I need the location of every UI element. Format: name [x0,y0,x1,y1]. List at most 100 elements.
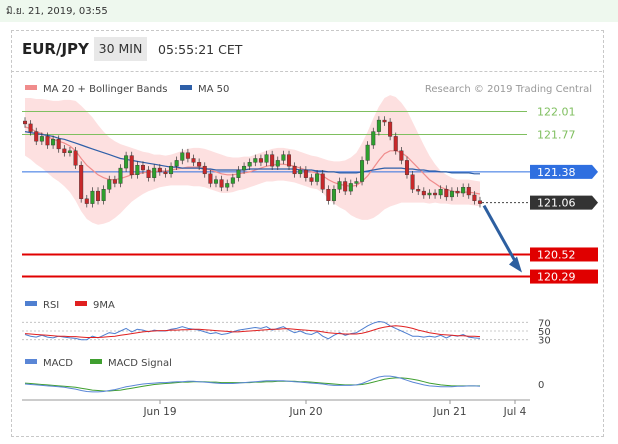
candle-body [219,179,224,188]
candle-body [185,152,190,159]
candle-body [230,177,235,184]
legend-macd-signal-swatch [90,359,102,364]
rsi-tick-label: 50 [538,327,551,338]
macd-layer: 0 [24,375,544,393]
candle-body [28,123,33,132]
candle-body [315,173,320,182]
candle-body [202,165,207,175]
candle-body [84,198,89,204]
candle-body [253,158,258,163]
date-text: มิ.ย. 21, 2019, 03:55 [6,6,108,17]
candle-body [292,165,297,175]
candle-body [275,160,280,167]
x-axis-labels: Jun 19 Jun 20 Jun 21 Jul 4 [142,400,527,418]
legend-macd-swatch [25,359,37,364]
timeframe-label: 30 MIN [98,41,143,56]
price-layer: 122.01 121.77 121.38 121.06 120.52 120.29 [22,95,598,284]
candle-body [416,188,421,192]
macd-line [24,375,481,393]
candle-body [62,148,67,153]
chart-panel [11,30,604,437]
chart-time: 05:55:21 CET [158,42,243,57]
rsi-tick-label: 70 [538,318,551,329]
candle-body [152,167,157,178]
candle-body [264,154,269,163]
candle-body [354,181,359,184]
legend-9ma-swatch [75,301,87,306]
level-label-0: 122.01 [537,105,576,118]
candle-body [51,139,56,146]
candle-body [331,188,336,201]
candle-body [320,173,325,190]
candle-body [140,164,145,171]
level-label-5: 120.29 [537,271,576,284]
candle-body [208,173,213,184]
timeframe-button[interactable]: 30 MIN [94,37,147,61]
legend-rsi-label: RSI [43,300,59,311]
top-date-bar: มิ.ย. 21, 2019, 03:55 [0,0,618,22]
candle-body [433,192,438,196]
ma50-line [24,131,480,175]
candle-body [410,174,415,190]
candle-body [180,152,185,161]
candle-body [157,167,162,173]
candle-body [461,187,466,194]
candle-body [421,190,426,196]
candle-body [455,190,460,194]
candle-body [236,169,241,178]
candle-body [337,181,342,190]
candle-body [169,165,174,175]
candle-body [197,162,202,167]
candle-body [191,158,196,163]
x-tick-label: Jun 20 [288,406,322,418]
candle-body [225,183,230,188]
legend-ma20-label: MA 20 + Bollinger Bands [43,84,167,95]
legend-ma50-swatch [180,85,192,90]
candle-body [298,169,303,175]
candle-body [270,154,275,167]
candle-body [438,188,443,196]
research-credit: Research © 2019 Trading Central [425,84,592,95]
candle-body [39,136,44,142]
x-tick-label: Jun 19 [142,406,176,418]
legend-macd-signal-label: MACD Signal [108,358,172,369]
candle-body [101,188,106,201]
candle-body [45,136,50,146]
candle-body [388,121,393,137]
candle-body [444,188,449,198]
candle-body [348,183,353,192]
candle-body [96,190,101,201]
candle-body [309,177,314,182]
candle-body [343,181,348,192]
rsi-tick-label: 30 [538,336,551,347]
x-tick-label: Jul 4 [503,406,527,418]
level-label-box-3 [530,195,598,210]
candle-body [67,150,72,153]
bollinger-band [25,95,480,225]
candle-body [23,120,28,125]
candle-body [287,154,292,167]
candle-body [478,200,483,204]
candle-body [427,192,432,196]
ma20-line [24,126,481,195]
candle-body [466,187,471,196]
legend-ma20-swatch [25,85,37,90]
level-label-3: 121.06 [537,197,576,210]
level-label-box-2 [530,164,598,179]
candle-body [118,167,123,184]
candle-body [365,144,370,161]
legend-9ma-label: 9MA [93,300,115,311]
candle-body [146,169,151,178]
candle-body [135,164,140,175]
candle-body [258,158,263,163]
candle-body [242,165,247,171]
candle-body [376,119,381,132]
macd-tick-label: 0 [538,380,544,391]
legend-rsi-swatch [25,301,37,306]
macd-signal-line [24,377,480,392]
forecast-arrow-shaft [482,204,519,266]
candle-body [281,154,286,161]
candle-body [371,131,376,146]
legend-macd-label: MACD [43,358,73,369]
